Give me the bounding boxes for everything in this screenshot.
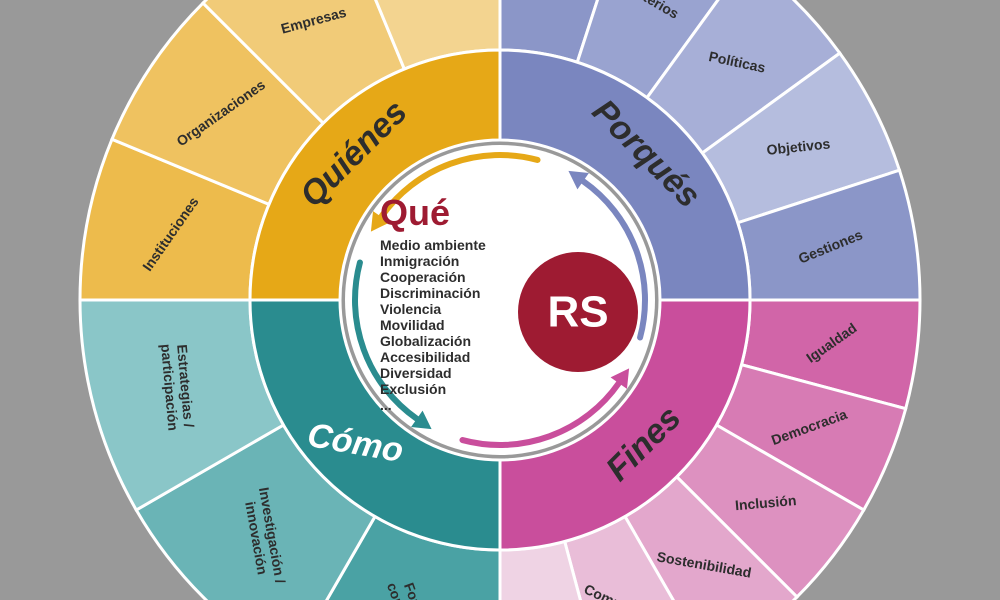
que-item-1: Inmigración (380, 253, 459, 269)
que-item-3: Discriminación (380, 285, 480, 301)
rs-badge-label: RS (547, 288, 608, 337)
que-item-0: Medio ambiente (380, 237, 486, 253)
que-item-9: Exclusión (380, 381, 446, 397)
que-title: Qué (380, 192, 450, 233)
que-item-2: Cooperación (380, 269, 466, 285)
que-item-6: Globalización (380, 333, 471, 349)
que-item-5: Movilidad (380, 317, 445, 333)
que-item-8: Diversidad (380, 365, 452, 381)
que-item-7: Accesibilidad (380, 349, 470, 365)
que-item-4: Violencia (380, 301, 441, 317)
que-item-10: ... (380, 397, 392, 413)
